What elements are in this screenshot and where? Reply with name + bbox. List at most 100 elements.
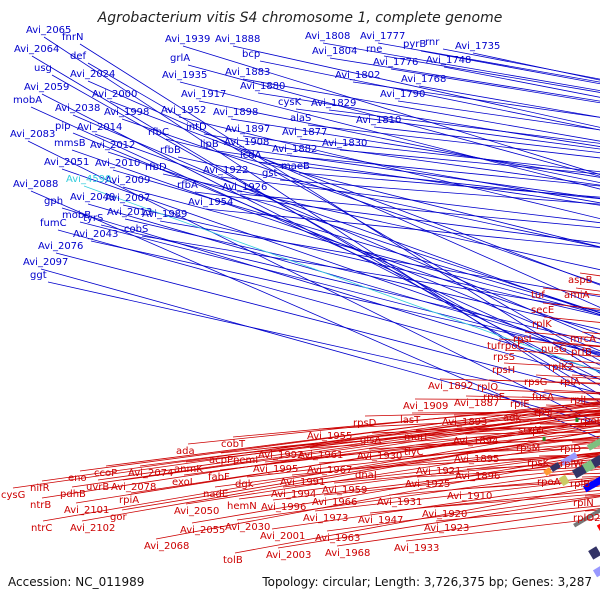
gene-label[interactable]: Avi_1877 <box>282 127 327 138</box>
gene-label[interactable]: rne <box>366 44 382 55</box>
gene-label[interactable]: Avi_1926 <box>222 182 267 193</box>
gene-label[interactable]: pemI <box>233 455 258 466</box>
gene-label[interactable]: Avi_1887 <box>454 398 499 409</box>
gene-label[interactable]: Avi_2014 <box>77 122 122 133</box>
gene-label[interactable]: nifR <box>30 483 50 494</box>
gene-label[interactable]: Avi_2038 <box>55 103 100 114</box>
gene-label[interactable]: Avi_1920 <box>422 509 467 520</box>
gene-label[interactable]: ntrB <box>30 500 51 511</box>
gene-label[interactable]: rpoB <box>580 416 600 427</box>
gene-label[interactable]: alaS <box>290 113 311 124</box>
gene-label[interactable]: rpsJ <box>534 407 553 418</box>
gene-label[interactable]: lipB <box>200 139 219 150</box>
gene-label[interactable]: icdA <box>240 150 262 161</box>
gene-label[interactable]: fusA <box>532 392 554 403</box>
gene-label[interactable]: ada <box>176 446 195 457</box>
gene-label[interactable]: uvrB <box>86 482 109 493</box>
gene-label[interactable]: Avi_2097 <box>23 257 68 268</box>
gene-label[interactable]: rfbB <box>160 145 181 156</box>
gene-label[interactable]: Avi_1935 <box>162 70 207 81</box>
gene-label[interactable]: Avi_1992 <box>258 450 303 461</box>
gene-label[interactable]: rplN <box>573 498 594 509</box>
gene-label[interactable]: Avi_2007 <box>105 193 150 204</box>
gene-label[interactable]: Avi_2101 <box>64 505 109 516</box>
gene-label[interactable]: dnaJ <box>355 470 377 481</box>
gene-label[interactable]: Avi_1917 <box>181 89 226 100</box>
gene-label[interactable]: rpsH <box>492 365 515 376</box>
gene-label[interactable]: Avi_2102 <box>70 523 115 534</box>
gene-label[interactable]: usg <box>34 63 52 74</box>
gene-label[interactable]: tolB <box>223 555 243 566</box>
gene-label[interactable]: amiA <box>564 290 590 301</box>
gene-label[interactable]: Avi_1925 <box>405 479 450 490</box>
gene-label[interactable]: rplE <box>510 399 530 410</box>
gene-label[interactable]: ccoP <box>94 468 117 479</box>
gene-label[interactable]: Avi_1931 <box>377 497 422 508</box>
gene-label[interactable]: Avi_1909 <box>403 401 448 412</box>
gene-label[interactable]: Avi_1894 <box>453 436 498 447</box>
gene-label[interactable]: Avi_1895 <box>454 454 499 465</box>
gene-label[interactable]: Avi_1921 <box>416 466 461 477</box>
gene-label[interactable]: gph <box>44 196 63 207</box>
gene-label[interactable]: rfbA <box>177 180 198 191</box>
gene-label[interactable]: rpsE <box>483 392 505 403</box>
gene-label[interactable]: intD <box>186 122 207 133</box>
gene-label[interactable]: bcp <box>242 49 260 60</box>
gene-label[interactable]: Avi_2000 <box>92 89 137 100</box>
gene-label[interactable]: Avi_1790 <box>380 89 425 100</box>
gene-label[interactable]: adk <box>503 413 521 424</box>
gene-label[interactable]: secE <box>531 305 554 316</box>
gene-label[interactable]: Avi_2055 <box>180 525 225 536</box>
gene-label[interactable]: Avi_1893 <box>442 417 487 428</box>
gene-label[interactable]: Avi_2078 <box>111 482 156 493</box>
gene-label[interactable]: ggt <box>30 270 47 281</box>
gene-label[interactable]: rfbC <box>148 127 169 138</box>
gene-label[interactable]: fabF <box>208 472 230 483</box>
gene-label[interactable]: tuf <box>531 290 545 301</box>
gene-label[interactable]: Avi_1961 <box>298 450 343 461</box>
gene-label[interactable]: rpsS <box>493 352 515 363</box>
gene-label[interactable]: mobB <box>62 210 91 221</box>
gene-label[interactable]: grlA <box>170 53 190 64</box>
gene-label[interactable]: rplK <box>532 319 552 330</box>
gene-label[interactable]: ntrC <box>31 523 52 534</box>
gene-label[interactable]: Avi_1910 <box>447 491 492 502</box>
gene-label[interactable]: tlyC <box>404 447 424 458</box>
gene-label[interactable]: Avi_1880 <box>240 81 285 92</box>
gene-label[interactable]: Avi_1883 <box>225 67 270 78</box>
gene-label[interactable]: gst <box>262 168 278 179</box>
gene-label[interactable]: Avi_1888 <box>215 34 260 45</box>
gene-label[interactable]: rplD <box>560 444 581 455</box>
gene-label[interactable]: Avi_2050 <box>174 506 219 517</box>
gene-label[interactable]: rfbD <box>145 162 167 173</box>
gene-label[interactable]: Avi_2010 <box>95 158 140 169</box>
gene-label[interactable]: rplC <box>528 426 548 437</box>
gene-label[interactable]: rpsD <box>353 418 377 429</box>
gene-label[interactable]: Avi_2083 <box>10 129 55 140</box>
gene-label[interactable]: cysK <box>278 97 302 108</box>
gene-label[interactable]: exoI <box>172 477 193 488</box>
gene-label[interactable]: eno <box>68 473 87 484</box>
gene-label[interactable]: secY <box>518 425 542 436</box>
gene-label[interactable]: Avi_1882 <box>272 144 317 155</box>
gene-label[interactable]: nadE <box>203 489 228 500</box>
gene-label[interactable]: pdhB <box>60 489 86 500</box>
gene-label[interactable]: Avi_1804 <box>312 46 357 57</box>
gene-label[interactable]: Avi_1966 <box>312 497 357 508</box>
gene-label[interactable]: Avi_2051 <box>44 157 89 168</box>
gene-label[interactable]: Avi_1898 <box>213 107 258 118</box>
gene-label[interactable]: Avi_1923 <box>424 523 469 534</box>
gene-label[interactable]: Avi_1998 <box>104 107 149 118</box>
gene-label[interactable]: Avi_1808 <box>305 31 350 42</box>
gene-label[interactable]: Avi_1735 <box>455 41 500 52</box>
gene-label[interactable]: Avi_1967 <box>307 465 352 476</box>
gene-label[interactable]: Avi_2024 <box>70 69 115 80</box>
gene-label[interactable]: rplJ <box>570 395 586 406</box>
gene-label[interactable]: nusG <box>541 344 567 355</box>
gene-label[interactable]: Avi_2009 <box>105 175 150 186</box>
gene-label[interactable]: Avi_1952 <box>161 105 206 116</box>
highlighted-gene-label[interactable]: Avi_4590 <box>66 174 111 185</box>
gene-label[interactable]: prfB <box>571 347 592 358</box>
gene-label[interactable]: rnr <box>425 37 440 48</box>
gene-label[interactable]: Avi_2013 <box>107 207 152 218</box>
